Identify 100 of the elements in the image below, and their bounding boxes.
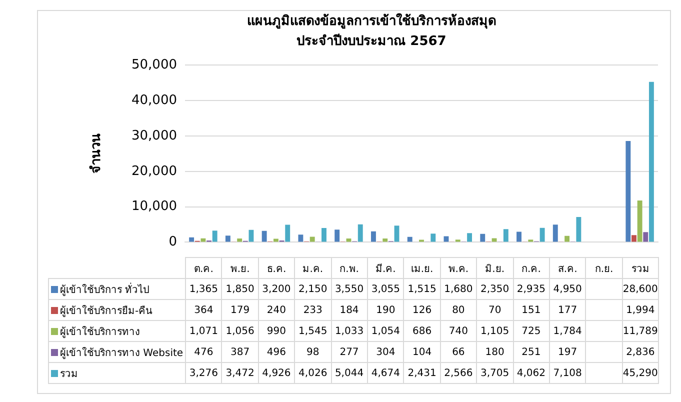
bar: [648, 82, 654, 242]
legend-label: รวม: [48, 362, 186, 384]
data-label: 1,545: [294, 320, 332, 342]
bar: [564, 236, 570, 242]
data-label: 3,276: [186, 362, 222, 384]
data-label: 45,290: [622, 362, 659, 384]
chart-title: แผนภูมิแสดงข้อมูลการเข้าใช้บริการห้องสมุด: [247, 12, 496, 30]
data-label: 190: [367, 300, 404, 320]
y-tick-label: 20,000: [132, 164, 177, 179]
x-tick-label: มิ.ย.: [476, 258, 514, 278]
data-label: 3,472: [222, 362, 258, 384]
data-label: 1,680: [440, 278, 477, 300]
data-label: 990: [258, 320, 295, 342]
y-axis-title: จำนวน: [88, 134, 104, 174]
x-tick-label: ส.ค.: [549, 258, 586, 278]
data-label: 1,784: [549, 320, 586, 342]
data-label: 184: [331, 300, 368, 320]
data-label: 3,705: [476, 362, 514, 384]
data-label: 3,550: [331, 278, 368, 300]
data-label: 496: [258, 342, 295, 362]
x-tick-label: ม.ค.: [294, 258, 332, 278]
bar: [643, 232, 648, 242]
data-label: 2,350: [476, 278, 514, 300]
data-label: 4,026: [294, 362, 332, 384]
bar: [540, 228, 545, 242]
y-tick-label: 30,000: [132, 128, 177, 144]
y-tick-label: 10,000: [132, 199, 177, 214]
bar: [371, 231, 376, 242]
data-label: 4,674: [367, 362, 404, 384]
data-label: 66: [440, 342, 477, 362]
bar: [632, 235, 636, 242]
bar: [576, 217, 582, 242]
y-tick-label: 40,000: [132, 92, 177, 108]
x-tick-label: ก.พ.: [331, 258, 368, 278]
legend-label: ผู้เข้าใช้บริการ ทั่วไป: [48, 278, 186, 300]
data-label: 151: [513, 300, 550, 320]
data-label: 1,054: [367, 320, 404, 342]
bar: [189, 237, 194, 242]
data-label: 3,055: [367, 278, 404, 300]
bar: [262, 230, 267, 242]
data-label: 1,071: [186, 320, 222, 342]
data-label: 5,044: [331, 362, 368, 384]
data-label: 1,994: [622, 300, 659, 320]
data-label: 725: [513, 320, 550, 342]
data-label: 277: [331, 342, 368, 362]
x-tick-label: ต.ค.: [186, 258, 222, 278]
bar: [467, 233, 472, 242]
bar: [200, 238, 206, 242]
bar: [430, 234, 436, 242]
data-label: 1,033: [331, 320, 368, 342]
data-label: 4,950: [549, 278, 586, 300]
bar: [394, 226, 400, 242]
data-label: 2,150: [294, 278, 332, 300]
data-label: 304: [367, 342, 404, 362]
x-tick-label: รวม: [622, 258, 659, 278]
x-tick-label: เม.ย.: [404, 258, 440, 278]
bar: [503, 229, 508, 242]
bar: [310, 236, 315, 242]
legend-label: ผู้เข้าใช้บริการทาง Website: [48, 342, 186, 362]
x-tick-label: ธ.ค.: [258, 258, 295, 278]
y-tick-label: 0: [168, 234, 177, 250]
data-label: 4,926: [258, 362, 295, 384]
data-label: 4,062: [513, 362, 550, 384]
data-label: 2,566: [440, 362, 477, 384]
bar: [407, 236, 412, 242]
bar: [382, 238, 388, 242]
bar: [516, 232, 522, 242]
bar: [637, 200, 642, 242]
x-tick-label: มี.ค.: [367, 258, 404, 278]
x-tick-label: ก.ย.: [586, 258, 622, 278]
legend-label: ผู้เข้าใช้บริการทาง: [48, 320, 186, 342]
bar: [237, 238, 242, 242]
bar: [285, 224, 290, 242]
data-label: 251: [513, 342, 550, 362]
data-label: 11,789: [622, 320, 659, 342]
data-label: 1,515: [404, 278, 440, 300]
bar: [298, 234, 304, 242]
x-tick-label: พ.ค.: [440, 258, 477, 278]
bar: [552, 224, 558, 242]
data-label: 180: [476, 342, 514, 362]
data-label: 476: [186, 342, 222, 362]
data-label: 240: [258, 300, 295, 320]
data-label: 1,365: [186, 278, 222, 300]
data-label: 104: [404, 342, 440, 362]
bar: [248, 230, 254, 242]
data-label: 80: [440, 300, 477, 320]
legend-label: ผู้เข้าใช้บริการยืม-คืน: [48, 300, 186, 320]
data-label: 1,105: [476, 320, 514, 342]
bar: [273, 238, 278, 242]
bar: [225, 236, 230, 242]
data-label: 364: [186, 300, 222, 320]
data-label: 1,056: [222, 320, 258, 342]
data-label: 2,431: [404, 362, 440, 384]
bar: [480, 234, 486, 242]
data-label: 7,108: [549, 362, 586, 384]
x-tick-label: ก.ค.: [513, 258, 550, 278]
bar: [322, 228, 326, 242]
data-label: 70: [476, 300, 514, 320]
chart-subtitle: ประจำปีงบประมาณ 2567: [296, 32, 446, 49]
data-label: 740: [440, 320, 477, 342]
